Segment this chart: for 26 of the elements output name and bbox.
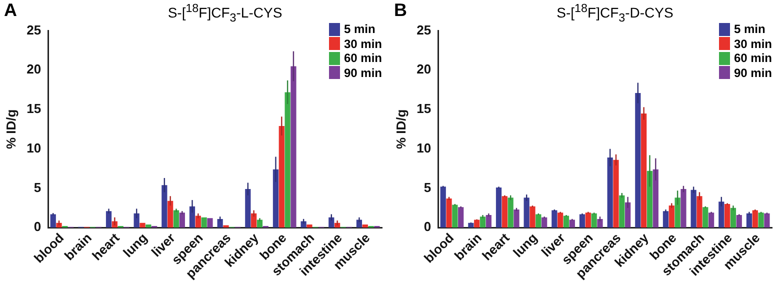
text: A (4, 0, 17, 21)
y-tick-label: 5 (424, 180, 432, 195)
y-tick-label: 10 (26, 140, 42, 156)
legend-label: 5 min (344, 22, 376, 36)
legend-label: 60 min (734, 51, 772, 66)
y-tick-label: 20 (416, 62, 432, 77)
y-tick-label: 25 (416, 22, 432, 38)
y-tick-label: 15 (26, 101, 42, 116)
text: B (394, 0, 407, 21)
y-tick-label: 0 (34, 219, 42, 234)
y-tick-label: 10 (416, 140, 432, 156)
y-tick-label: 20 (26, 62, 42, 77)
y-tick-label: 5 (34, 180, 42, 195)
y-axis-title: % ID/g (393, 109, 408, 150)
legend-label: 30 min (734, 36, 772, 51)
legend-label: 5 min (734, 22, 766, 36)
legend-label: 60 min (344, 51, 382, 66)
y-tick-label: 0 (424, 219, 432, 234)
legend-label: 90 min (344, 66, 382, 80)
chart-title: S-[$^{18}$F]CF$_{3}$-L-CYS (168, 2, 282, 24)
chart-title: S-[$^{18}$F]CF$_{3}$-D-CYS (556, 2, 674, 24)
y-tick-label: 25 (26, 22, 42, 38)
y-tick-label: 15 (416, 101, 432, 116)
legend-label: 90 min (734, 66, 772, 80)
y-axis-title: % ID/g (3, 109, 18, 150)
legend-label: 30 min (344, 36, 382, 51)
